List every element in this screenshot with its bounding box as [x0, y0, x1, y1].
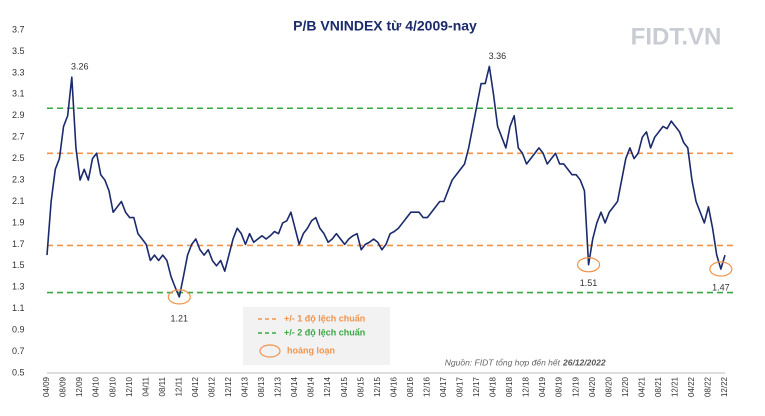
y-tick-label: 2.9	[12, 110, 25, 120]
x-tick-label: 04/12	[191, 376, 200, 397]
x-tick-label: 08/20	[604, 376, 613, 397]
panic-circle	[709, 261, 733, 277]
x-tick-label: 08/15	[356, 376, 365, 397]
peak-label: 3.26	[71, 62, 89, 72]
x-tick-label: 08/18	[505, 376, 514, 397]
source: Nguồn: FIDT tổng hợp đến hết	[445, 357, 561, 367]
x-tick-label: 12/09	[75, 376, 84, 397]
x-tick-label: 08/17	[456, 376, 465, 397]
trough-label: 1.21	[171, 313, 189, 323]
trough-label: 1.51	[580, 278, 598, 288]
x-tick-label: 12/11	[174, 376, 183, 396]
chart-title: P/B VNINDEX từ 4/2009-nay	[293, 18, 477, 34]
logo: FIDT.VN	[631, 23, 722, 50]
trough-label: 1.47	[712, 282, 730, 292]
y-tick-label: 3.5	[12, 46, 25, 56]
x-tick-label: 04/09	[42, 376, 51, 397]
panic-circle	[167, 289, 191, 305]
x-tick-label: 12/13	[274, 376, 283, 397]
x-tick-label: 04/10	[92, 376, 101, 397]
x-tick-label: 04/14	[290, 376, 299, 397]
x-tick-label: 04/22	[687, 376, 696, 397]
x-tick-label: 08/22	[704, 376, 713, 397]
legend-label: +/- 2 độ lệch chuẩn	[284, 327, 365, 337]
y-tick-label: 0.7	[12, 346, 25, 356]
x-tick-label: 08/19	[555, 376, 564, 397]
y-tick-label: 1.5	[12, 260, 25, 270]
x-tick-label: 12/19	[571, 376, 580, 397]
x-tick-label: 12/22	[720, 376, 729, 397]
y-tick-label: 3.1	[12, 89, 25, 99]
y-tick-label: 1.3	[12, 282, 25, 292]
x-tick-label: 04/19	[538, 376, 547, 397]
y-tick-label: 3.3	[12, 67, 25, 77]
x-tick-label: 12/15	[373, 376, 382, 397]
y-tick-label: 3.7	[12, 24, 25, 34]
y-tick-label: 1.7	[12, 239, 25, 249]
source-date: 26/12/2022	[562, 357, 606, 367]
x-tick-label: 04/18	[489, 376, 498, 397]
x-tick-label: 04/11	[141, 376, 150, 396]
x-tick-label: 04/16	[389, 376, 398, 397]
x-tick-label: 04/17	[439, 376, 448, 397]
legend-label: hoảng loạn	[287, 345, 335, 355]
x-tick-label: 08/16	[406, 376, 415, 397]
x-tick-label: 12/16	[422, 376, 431, 397]
x-tick-label: 12/17	[472, 376, 481, 397]
legend-box	[243, 307, 390, 365]
y-tick-label: 0.9	[12, 325, 25, 335]
x-tick-label: 04/20	[588, 376, 597, 397]
x-tick-label: 08/14	[307, 376, 316, 397]
panic-circle	[576, 257, 601, 273]
series-line	[46, 65, 726, 298]
y-tick-label: 1.9	[12, 217, 25, 227]
y-tick-label: 2.3	[12, 174, 25, 184]
x-tick-label: 08/10	[108, 376, 117, 397]
x-tick-label: 08/21	[654, 376, 663, 397]
x-tick-label: 08/11	[158, 376, 167, 396]
x-tick-label: 12/10	[125, 376, 134, 397]
y-tick-label: 2.1	[12, 196, 25, 206]
y-tick-label: 2.7	[12, 132, 25, 142]
legend-marker	[259, 344, 281, 358]
x-tick-label: 04/21	[637, 376, 646, 397]
x-tick-label: 08/09	[59, 376, 68, 397]
y-tick-label: 2.5	[12, 153, 25, 163]
x-tick-label: 12/14	[323, 376, 332, 397]
x-tick-label: 08/12	[207, 376, 216, 397]
x-tick-label: 12/20	[621, 376, 630, 397]
x-tick-label: 08/13	[257, 376, 266, 397]
y-tick-label: 1.1	[12, 303, 25, 313]
x-tick-label: 12/21	[670, 376, 679, 397]
x-tick-label: 04/15	[340, 376, 349, 397]
legend-label: +/- 1 độ lệch chuẩn	[284, 313, 365, 323]
x-tick-label: 12/18	[522, 376, 531, 397]
x-tick-label: 04/13	[241, 376, 250, 397]
x-tick-label: 12/12	[224, 376, 233, 397]
peak-label: 3.36	[489, 51, 507, 61]
y-tick-label: 0.5	[12, 367, 25, 377]
